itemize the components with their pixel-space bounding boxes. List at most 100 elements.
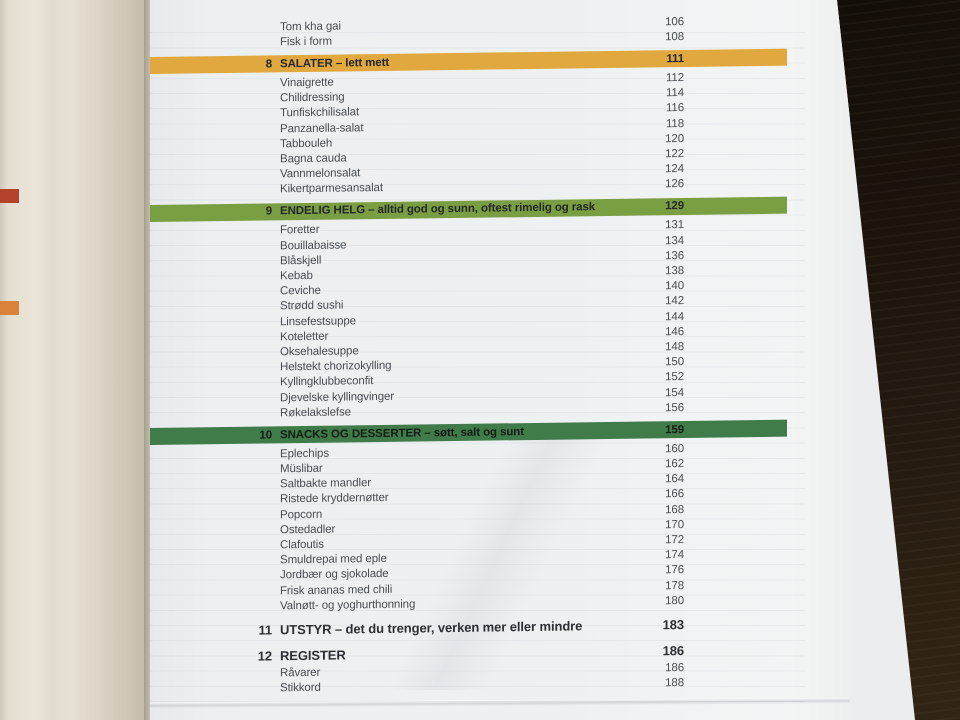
page-bottom-crease [149, 697, 851, 709]
toc-page: Tom kha gai 106 Fisk i form 108 8 SALATE… [149, 0, 851, 720]
toc-entry-page: 144 [665, 310, 684, 323]
chapter-number [150, 500, 272, 502]
chapter-number [150, 261, 272, 263]
toc-entry-label: ENDELIG HELG – alltid god og sunn, oftes… [280, 201, 596, 218]
toc-entry-page: 188 [665, 677, 684, 690]
toc-entry-page: 111 [666, 52, 684, 66]
chapter-number [150, 591, 272, 593]
toc-entry-page: 114 [665, 87, 684, 100]
chapter-number [150, 337, 272, 339]
toc-entry-label: Fisk i form [280, 35, 332, 49]
toc-entry-page: 146 [665, 325, 684, 339]
toc-entry-page: 183 [662, 616, 684, 633]
chapter-number [150, 307, 272, 309]
chapter-number: 9 [265, 205, 272, 218]
toc-entry-page: 126 [665, 178, 684, 191]
chapter-number [150, 689, 272, 691]
toc-entry-page: 142 [665, 295, 684, 308]
chapter-number [150, 454, 272, 456]
chapter-number [150, 322, 272, 324]
toc-entry-page: 154 [665, 386, 684, 399]
chapter-number [150, 190, 272, 192]
chapter-number [150, 231, 272, 233]
toc-entry-label: SALATER – lett mett [280, 56, 390, 71]
toc-entry-label: Røkelakslefse [280, 406, 351, 420]
toc-entry-page: 186 [662, 642, 684, 659]
chapter-number [150, 413, 272, 415]
toc-entry-label: Valnøtt- og yoghurthonning [280, 598, 416, 613]
chapter-tab-marker-orange [0, 301, 19, 315]
chapter-number [150, 114, 272, 116]
toc-entry-page: 152 [665, 371, 684, 384]
chapter-tab-marker-red [0, 189, 19, 203]
chapter-number: 10 [259, 429, 272, 442]
toc-entry-label: Kikertparmesansalat [280, 182, 383, 196]
toc-entry-page: 162 [665, 458, 684, 471]
toc-entry-page: 174 [665, 549, 684, 562]
toc-entry-label: Stikkord [280, 681, 321, 695]
chapter-number [150, 42, 272, 44]
left-page [0, 0, 150, 720]
chapter-number: 8 [265, 58, 272, 71]
toc-entry-page: 138 [665, 265, 684, 278]
toc-entry-label: REGISTER [280, 647, 346, 664]
chapter-number [150, 469, 272, 471]
chapter-number [150, 144, 272, 146]
toc-entry-page: 122 [665, 147, 684, 161]
chapter-number [150, 159, 272, 161]
chapter-number [150, 545, 272, 547]
chapter-number [150, 174, 272, 176]
toc-rows: Tom kha gai 106 Fisk i form 108 8 SALATE… [150, 0, 787, 698]
toc-entry-label: UTSTYR – det du trenger, verken mer elle… [280, 618, 583, 638]
chapter-number [150, 383, 272, 385]
toc-entry-page: 172 [665, 534, 684, 547]
chapter-number: 11 [258, 622, 272, 638]
toc-entry-page: 108 [665, 30, 684, 44]
chapter-number [150, 530, 272, 532]
chapter-number [150, 129, 272, 131]
chapter-number [150, 83, 272, 85]
chapter-number [150, 27, 272, 29]
toc-entry-page: 159 [665, 423, 684, 437]
chapter-number [150, 352, 272, 354]
toc-entry-page: 164 [665, 473, 684, 486]
toc-entry-page: 116 [665, 102, 684, 115]
toc-entry-page: 186 [665, 661, 684, 675]
toc-entry-page: 156 [665, 401, 684, 414]
chapter-number [150, 561, 272, 563]
toc-entry-page: 166 [665, 488, 684, 501]
chapter-number [150, 246, 272, 248]
toc-entry-page: 170 [665, 518, 684, 532]
chapter-number [150, 673, 272, 675]
toc-entry-page: 134 [665, 234, 684, 247]
chapter-number [150, 606, 272, 608]
toc-entry-page: 112 [665, 71, 684, 85]
toc-entry-page: 168 [665, 503, 684, 516]
toc-entry-page: 124 [665, 163, 684, 176]
chapter-number [150, 292, 272, 294]
chapter-number: 12 [257, 648, 272, 664]
toc-entry-page: 136 [665, 249, 684, 263]
chapter-number [150, 398, 272, 400]
chapter-number [150, 576, 272, 578]
chapter-number [150, 276, 272, 278]
toc-entry-page: 131 [665, 219, 684, 232]
chapter-number [150, 485, 272, 487]
toc-entry-label: SNACKS OG DESSERTER – søtt, salt og sunt [280, 425, 524, 442]
toc-entry-page: 129 [665, 200, 684, 213]
toc-entry-page: 148 [665, 340, 684, 354]
toc-entry-page: 176 [665, 564, 684, 577]
chapter-number [150, 368, 272, 370]
toc-entry-page: 150 [665, 356, 684, 369]
toc-entry-page: 178 [665, 579, 684, 592]
toc-entry-page: 106 [665, 15, 684, 28]
toc-entry-page: 160 [665, 442, 684, 456]
toc-entry-page: 118 [665, 117, 684, 130]
toc-entry-page: 120 [665, 132, 684, 145]
chapter-number [150, 99, 272, 101]
toc-chapter-row: 11 UTSTYR – det du trenger, verken mer e… [150, 614, 684, 641]
toc-entry-page: 180 [665, 594, 684, 608]
toc-entry-page: 140 [665, 280, 684, 293]
